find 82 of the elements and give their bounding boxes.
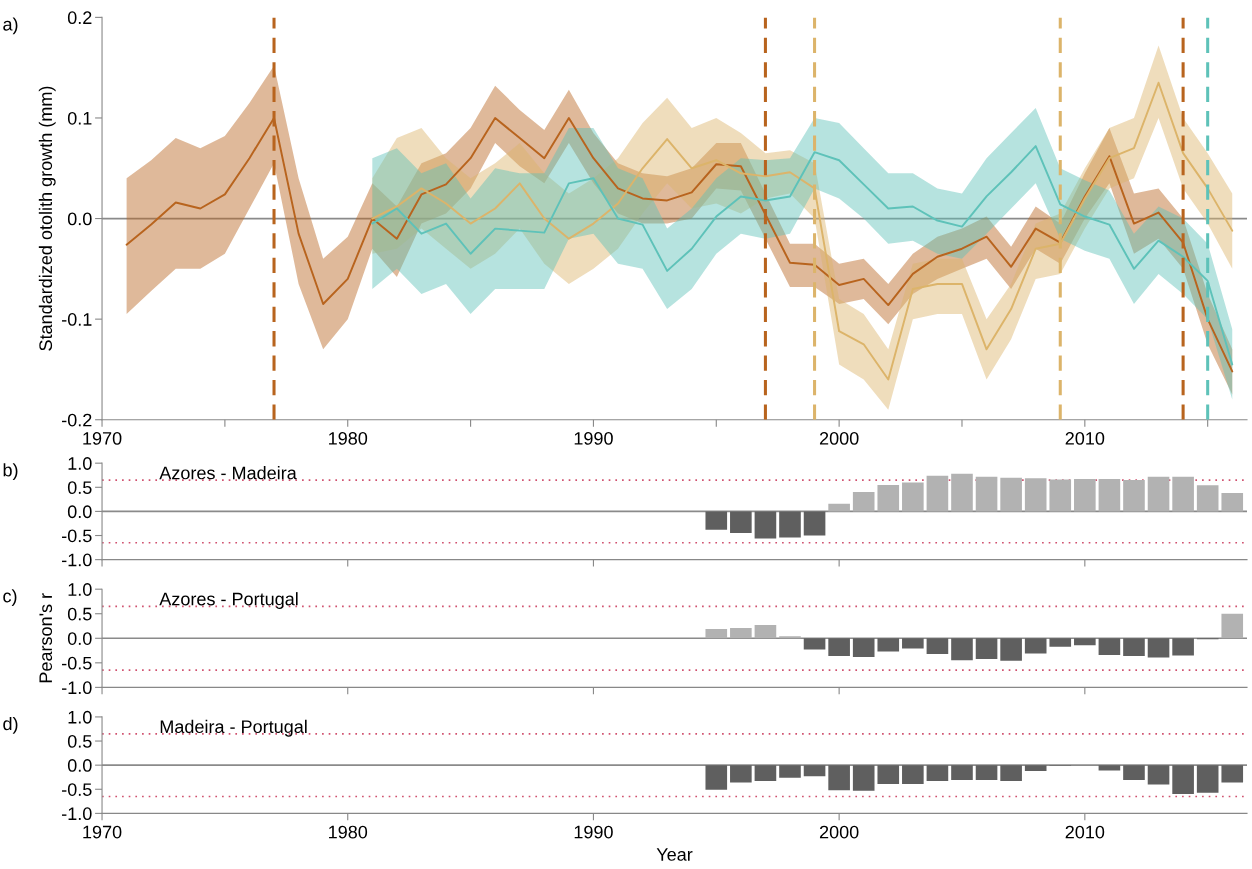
y-tick-label: 0.5 [67, 734, 92, 748]
bar [803, 511, 826, 536]
text: b) [3, 463, 18, 480]
bar [803, 638, 826, 650]
bar [1074, 638, 1096, 646]
y-tick-label: -1.0 [62, 807, 92, 821]
text: c) [3, 589, 17, 606]
bar [730, 511, 752, 534]
bar [828, 503, 850, 512]
text: d) [3, 716, 18, 734]
bar [1172, 476, 1194, 512]
bar [1074, 479, 1096, 512]
y-tick-label: -0.2 [62, 413, 92, 427]
x-tick-label: 1990 [574, 825, 613, 839]
y-tick-label: 1.0 [68, 457, 92, 470]
bar [754, 511, 777, 539]
bar [852, 638, 875, 657]
bar [926, 475, 949, 512]
y-tick-label: 1.0 [68, 583, 92, 596]
y-tick-label: -0.5 [62, 656, 92, 670]
x-tick-label: 2000 [819, 432, 859, 445]
bar [1024, 478, 1047, 512]
x-tick-label: 1980 [329, 432, 368, 445]
x-tick-label: 2010 [1065, 825, 1105, 839]
y-tick-label: 0.5 [67, 607, 92, 621]
chart-title: Madeira - Portugal [160, 719, 307, 737]
x-tick-label: 1970 [83, 825, 122, 839]
bar [1123, 638, 1145, 656]
bar [951, 473, 973, 512]
y-tick-label: -1.0 [62, 553, 92, 567]
bar [1000, 638, 1022, 661]
y-axis-title: Standardized otolith growth (mm) [38, 86, 56, 351]
bar [1098, 638, 1121, 655]
bar [1221, 493, 1244, 512]
y-axis-title: Pearson's r [39, 593, 53, 683]
bar [779, 511, 801, 538]
x-tick-label: 1980 [329, 825, 368, 839]
bar [1049, 479, 1072, 512]
y-tick-label: 0.0 [67, 505, 92, 519]
bar [1098, 479, 1121, 512]
bar [1147, 476, 1170, 512]
bar [1049, 638, 1072, 647]
y-tick-label: 0.1 [67, 111, 92, 125]
bar [705, 511, 728, 530]
bar [1221, 613, 1244, 639]
y-tick-label: 1.0 [68, 710, 92, 724]
y-tick-label: 0.2 [67, 11, 92, 25]
bar [877, 484, 900, 512]
y-tick-label: -0.5 [62, 783, 92, 796]
bar [975, 638, 998, 659]
bar [1123, 480, 1145, 512]
text: a) [3, 17, 18, 35]
bar [828, 638, 850, 656]
bar [1172, 638, 1194, 656]
x-tick-label: 1990 [574, 432, 613, 445]
bar [951, 638, 973, 661]
bar [1147, 638, 1170, 658]
bar [877, 638, 900, 652]
bar [730, 627, 752, 639]
bar [975, 476, 998, 512]
y-tick-label: -0.5 [62, 529, 92, 543]
bar [926, 638, 949, 654]
y-tick-label: 0.5 [67, 481, 92, 495]
bar [1000, 477, 1022, 512]
bar [1196, 485, 1219, 512]
bar [902, 482, 924, 512]
x-axis-title: Year [656, 848, 693, 861]
x-tick-label: 1970 [83, 432, 122, 445]
bar [902, 638, 924, 649]
bar [852, 492, 875, 512]
bar [705, 628, 728, 639]
chart-title: Azores - Portugal [159, 592, 298, 609]
bar [1024, 638, 1047, 654]
x-tick-label: 2010 [1065, 432, 1105, 445]
bar [754, 625, 777, 639]
y-tick-label: 0.0 [67, 759, 92, 772]
x-tick-label: 2000 [819, 825, 859, 839]
y-tick-label: -1.0 [62, 681, 92, 695]
chart-title: Azores - Madeira [159, 466, 297, 480]
y-tick-label: 0.0 [67, 212, 92, 226]
y-tick-label: -0.1 [62, 313, 92, 326]
y-tick-label: 0.0 [67, 632, 92, 645]
